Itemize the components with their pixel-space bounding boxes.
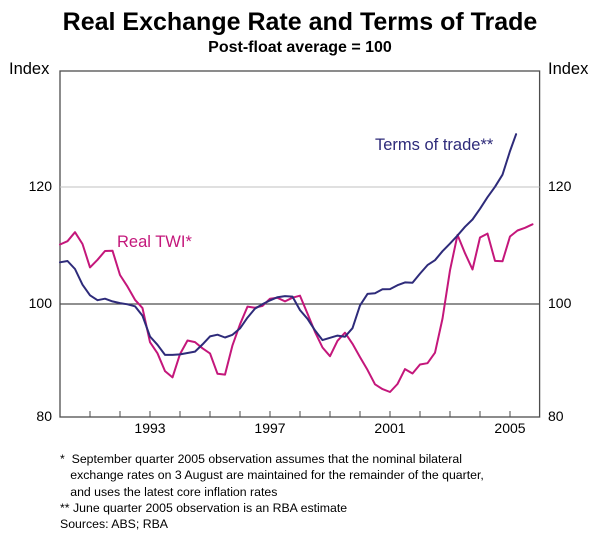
svg-text:80: 80 (36, 408, 52, 424)
svg-text:120: 120 (29, 178, 53, 194)
svg-text:100: 100 (548, 295, 572, 311)
svg-text:100: 100 (29, 295, 53, 311)
svg-text:120: 120 (548, 178, 572, 194)
svg-text:1997: 1997 (254, 420, 285, 436)
svg-text:2001: 2001 (374, 420, 405, 436)
svg-text:Real TWI*: Real TWI* (117, 233, 192, 251)
svg-text:2005: 2005 (494, 420, 525, 436)
svg-text:1993: 1993 (134, 420, 165, 436)
svg-text:Terms of trade**: Terms of trade** (375, 136, 494, 154)
svg-text:80: 80 (548, 408, 564, 424)
